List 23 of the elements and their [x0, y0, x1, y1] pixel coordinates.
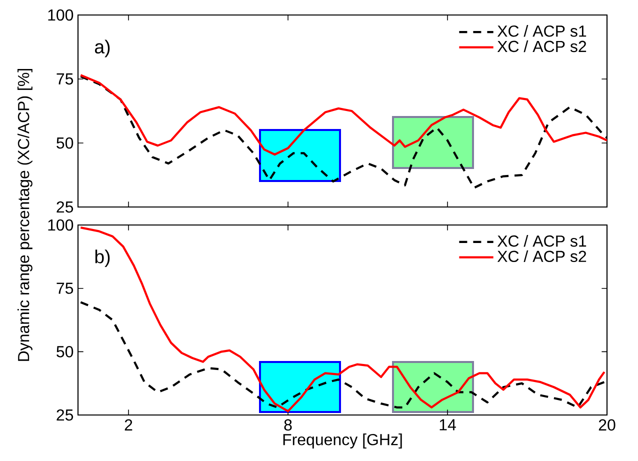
- line-series: [80, 74, 608, 156]
- y-tick-label: 75: [56, 73, 74, 85]
- y-tick-label: 25: [56, 201, 74, 213]
- legend-label: XC / ACP s1: [497, 234, 586, 247]
- legend-label: XC / ACP s2: [497, 250, 586, 262]
- y-tick-label: 50: [56, 346, 74, 358]
- x-tick-label: 14: [440, 419, 456, 430]
- annotation: a): [94, 40, 110, 58]
- y-tick-label: 100: [48, 9, 74, 21]
- legend-label: XC / ACP s2: [497, 40, 586, 52]
- x-tick-label: 8: [284, 419, 292, 431]
- y-tick-label: 100: [48, 219, 74, 231]
- y-tick-label: 25: [56, 409, 74, 421]
- line-series: [80, 226, 606, 412]
- legend-label: XC / ACP s1: [497, 25, 586, 37]
- annotation: b): [95, 250, 110, 268]
- x-axis-title: Frequency [GHz]: [283, 434, 402, 448]
- line-series: [80, 301, 606, 408]
- y-tick-label: 50: [56, 137, 74, 149]
- y-axis-title: Dynamic range percentage (XC/ACP) [%]: [18, 69, 32, 361]
- x-tick-label: 20: [598, 419, 616, 431]
- x-tick-label: 2: [124, 419, 132, 430]
- y-tick-label: 75: [56, 282, 74, 294]
